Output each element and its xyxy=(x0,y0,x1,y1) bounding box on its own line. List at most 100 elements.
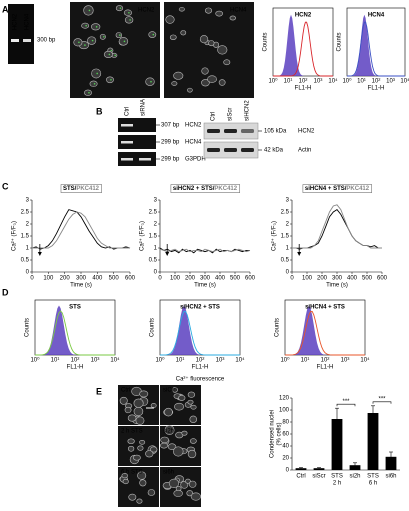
nucleus xyxy=(137,445,144,451)
nucleus xyxy=(171,81,178,86)
label: 1.5 xyxy=(21,234,30,240)
label: 10² xyxy=(196,358,205,364)
stain xyxy=(96,72,98,75)
label: 400 xyxy=(347,276,358,282)
label: FL1-H xyxy=(295,86,312,92)
nucleus xyxy=(148,31,157,38)
blot-band xyxy=(241,129,254,133)
histogram-fill xyxy=(285,305,365,355)
label: Ca²⁺ (F/F₀) xyxy=(271,221,278,251)
label: 10⁴ xyxy=(400,78,409,85)
label: 10¹ xyxy=(176,358,185,364)
nucleus xyxy=(201,67,209,75)
nucleus xyxy=(122,478,129,485)
label: 1 xyxy=(26,246,30,252)
label: 200 xyxy=(317,276,328,282)
stain xyxy=(108,53,111,56)
series-line xyxy=(32,211,130,249)
label: E xyxy=(96,386,102,396)
nucleus xyxy=(187,449,197,459)
bar xyxy=(367,413,379,470)
label: 307 bp xyxy=(161,123,180,129)
nucleus xyxy=(189,438,197,444)
nucleus xyxy=(132,454,141,461)
stain xyxy=(85,24,87,27)
label: Time (s) xyxy=(326,283,348,289)
histogram-fill xyxy=(35,305,115,355)
label: HCN2 xyxy=(13,13,19,30)
label: Actin xyxy=(298,148,311,154)
nucleus xyxy=(133,406,144,417)
label: 0 xyxy=(30,276,34,282)
label: 500 xyxy=(362,276,373,282)
title-box xyxy=(60,184,102,193)
bar xyxy=(331,419,343,470)
label: 10² xyxy=(321,358,330,364)
title-box xyxy=(170,184,241,193)
nucleus xyxy=(189,415,198,424)
nucleus xyxy=(215,10,223,17)
gel-strip xyxy=(118,118,156,132)
nucleus xyxy=(145,77,155,86)
nucleus xyxy=(181,430,188,436)
label: 100 xyxy=(43,276,54,282)
label: 10⁰ xyxy=(155,357,165,364)
nucleus xyxy=(171,387,178,393)
histogram-trace xyxy=(347,21,405,77)
label: 2 xyxy=(286,222,290,228)
label: 0.5 xyxy=(21,258,30,264)
label: si6h xyxy=(163,470,174,476)
stain xyxy=(114,54,117,57)
stain xyxy=(110,49,113,52)
label: STS xyxy=(331,474,343,480)
label: si6h xyxy=(385,474,396,480)
nucleus xyxy=(90,23,101,31)
label: 3 xyxy=(154,198,158,204)
label: 10⁰ xyxy=(342,78,352,85)
gel-strip xyxy=(118,152,156,166)
label: 2 h xyxy=(333,481,341,487)
label: siHCN4 + STS xyxy=(305,305,345,311)
stain xyxy=(128,11,130,14)
label: 100 xyxy=(279,408,290,414)
label: Ctrl xyxy=(121,388,130,394)
label: HCN2 xyxy=(295,13,312,19)
label: STS xyxy=(69,305,81,311)
label: 10¹ xyxy=(357,79,366,85)
label: (% cells) xyxy=(277,422,283,445)
label: 600 xyxy=(377,276,388,282)
blot-band xyxy=(207,148,220,152)
nucleus xyxy=(160,442,168,449)
arrow-head xyxy=(165,252,170,256)
label: Counts xyxy=(275,318,281,337)
label: 100 xyxy=(170,276,181,282)
label: 0 xyxy=(286,468,290,474)
nucleus xyxy=(135,416,145,425)
nucleus xyxy=(136,498,143,504)
label: 400 xyxy=(215,276,226,282)
label: 20 xyxy=(282,456,289,462)
stain xyxy=(123,40,126,43)
histogram-trace xyxy=(285,310,365,356)
nucleus xyxy=(124,406,132,414)
label: 42 kDa xyxy=(264,148,284,154)
label: 300 xyxy=(200,276,211,282)
nucleus xyxy=(99,33,106,40)
label: 1.5 xyxy=(281,234,290,240)
label: 500 xyxy=(109,276,120,282)
nucleus xyxy=(218,79,226,86)
series-line xyxy=(31,209,131,250)
label: 0.5 xyxy=(281,258,290,264)
label: HCN2 xyxy=(138,8,155,14)
label: si2h xyxy=(163,429,174,435)
label: 105 kDa xyxy=(264,129,287,135)
label: 299 bp xyxy=(161,140,180,146)
label: 1 xyxy=(154,246,158,252)
label: Time (s) xyxy=(70,283,92,289)
nucleus xyxy=(103,50,113,59)
nucleus xyxy=(190,404,197,410)
arrow-head xyxy=(37,252,42,256)
label: 2.5 xyxy=(281,210,290,216)
nucleus xyxy=(123,9,132,16)
